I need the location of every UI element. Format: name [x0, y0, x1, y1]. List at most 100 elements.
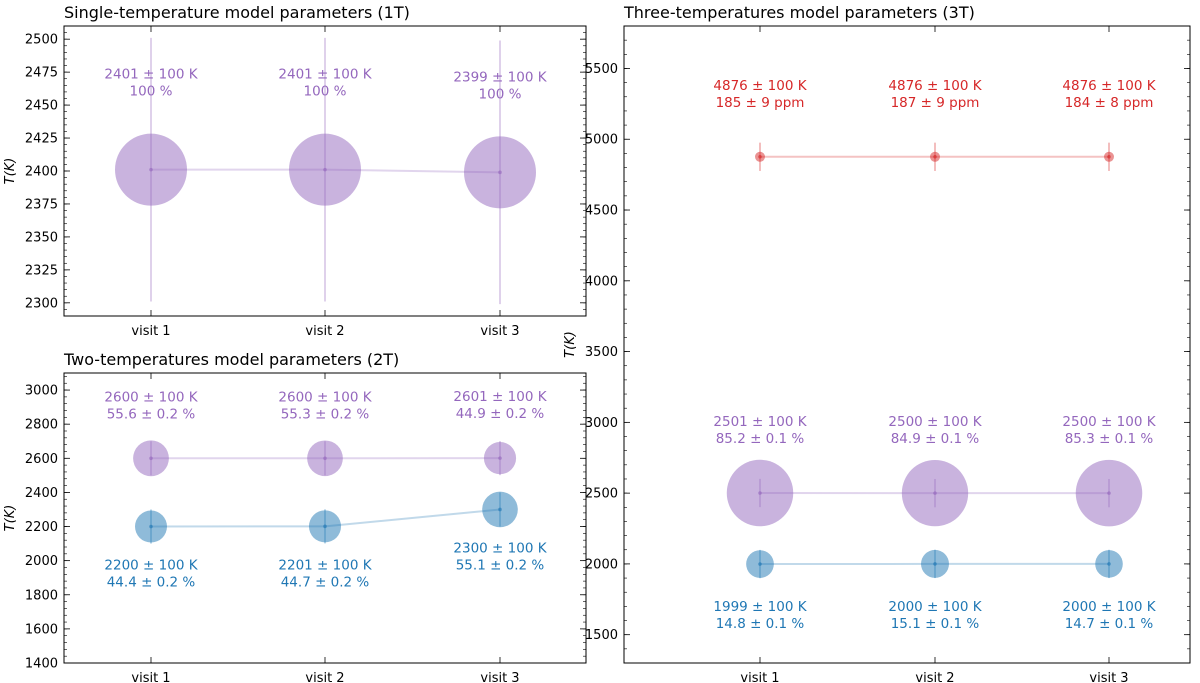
- data-label-temperature: 4876 ± 100 K: [1062, 78, 1156, 94]
- data-label-fraction: 14.8 ± 0.1 %: [716, 616, 805, 632]
- data-label-fraction: 55.6 ± 0.2 %: [107, 406, 196, 422]
- y-tick-label: 2475: [25, 66, 58, 81]
- y-axis-label: T(K): [3, 158, 18, 185]
- data-label-fraction: 85.3 ± 0.1 %: [1065, 431, 1154, 447]
- chart-title: Single-temperature model parameters (1T): [64, 3, 410, 22]
- x-tick-label: visit 2: [915, 671, 954, 683]
- plot-frame: [63, 25, 587, 317]
- y-tick-label: 1500: [585, 628, 618, 643]
- data-point-marker: [1107, 154, 1111, 159]
- data-label-fraction: 55.3 ± 0.2 %: [281, 406, 370, 422]
- data-label-temperature: 2201 ± 100 K: [278, 557, 372, 573]
- data-point-marker: [323, 167, 327, 172]
- y-tick-label: 2600: [25, 452, 58, 467]
- data-point-marker: [498, 507, 502, 512]
- y-tick-label: 5000: [585, 133, 618, 148]
- chart-panel-1T: Single-temperature model parameters (1T)…: [3, 3, 587, 339]
- data-label-fraction: 185 ± 9 ppm: [716, 95, 805, 111]
- x-tick-label: visit 1: [131, 324, 170, 339]
- data-point-marker: [758, 154, 762, 159]
- data-point-marker: [1107, 562, 1111, 566]
- y-tick-label: 1400: [25, 657, 58, 672]
- y-tick-label: 2425: [25, 132, 58, 147]
- x-tick-label: visit 3: [1089, 671, 1128, 683]
- x-tick-label: visit 1: [740, 671, 779, 683]
- data-label-temperature: 2200 ± 100 K: [104, 558, 198, 574]
- data-label-temperature: 2399 ± 100 K: [453, 69, 547, 85]
- data-label-temperature: 4876 ± 100 K: [713, 78, 807, 94]
- y-tick-label: 3000: [25, 384, 58, 399]
- chart-panel-2T: Two-temperatures model parameters (2T) 14…: [3, 350, 587, 683]
- x-tick-label: visit 1: [131, 671, 170, 683]
- data-point-marker: [933, 154, 937, 159]
- data-label-temperature: 2600 ± 100 K: [278, 389, 372, 405]
- x-tick-label: visit 2: [305, 671, 344, 683]
- data-label-temperature: 2401 ± 100 K: [278, 67, 372, 83]
- data-label-temperature: 1999 ± 100 K: [713, 599, 807, 615]
- y-axis-label: T(K): [563, 331, 578, 358]
- data-label-fraction: 187 ± 9 ppm: [891, 95, 980, 111]
- plot-frame: [63, 372, 587, 664]
- data-label-temperature: 2601 ± 100 K: [453, 389, 547, 405]
- series-hot-component: 2600 ± 100 K55.6 ± 0.2 %2600 ± 100 K55.3…: [104, 389, 548, 477]
- data-label-fraction: 44.4 ± 0.2 %: [107, 575, 196, 591]
- data-label-temperature: 2401 ± 100 K: [104, 67, 198, 83]
- data-label-temperature: 2000 ± 100 K: [888, 599, 982, 615]
- chart-panel-3T: Three-temperatures model parameters (3T)…: [563, 3, 1191, 683]
- data-point-marker: [149, 456, 153, 461]
- data-label-temperature: 2300 ± 100 K: [453, 540, 547, 556]
- y-tick-label: 2200: [25, 520, 58, 535]
- data-point-marker: [149, 167, 153, 172]
- data-label-temperature: 2501 ± 100 K: [713, 414, 807, 430]
- x-tick-label: visit 3: [480, 324, 519, 339]
- data-point-marker: [498, 170, 502, 175]
- plot-frame: [623, 25, 1191, 664]
- y-tick-label: 2000: [585, 557, 618, 572]
- y-tick-label: 3000: [585, 416, 618, 431]
- chart-title: Three-temperatures model parameters (3T): [623, 3, 975, 22]
- data-label-temperature: 4876 ± 100 K: [888, 78, 982, 94]
- data-label-fraction: 55.1 ± 0.2 %: [456, 557, 545, 573]
- data-label-fraction: 85.2 ± 0.1 %: [716, 431, 805, 447]
- series-photosphere-component: 2501 ± 100 K85.2 ± 0.1 %2500 ± 100 K84.9…: [713, 414, 1157, 527]
- data-point-marker: [323, 456, 327, 461]
- data-point-marker: [498, 456, 502, 460]
- data-point-marker: [758, 562, 762, 566]
- y-tick-label: 3500: [585, 345, 618, 360]
- data-label-fraction: 84.9 ± 0.1 %: [891, 431, 980, 447]
- y-tick-label: 2375: [25, 197, 58, 212]
- y-tick-label: 1600: [25, 622, 58, 637]
- y-tick-label: 2400: [25, 165, 58, 180]
- y-tick-label: 2500: [585, 487, 618, 502]
- data-point-marker: [1107, 491, 1111, 495]
- y-tick-label: 4000: [585, 274, 618, 289]
- data-point-marker: [149, 524, 153, 529]
- data-point-marker: [933, 562, 937, 566]
- y-tick-label: 4500: [585, 204, 618, 219]
- y-tick-label: 1800: [25, 588, 58, 603]
- data-point-marker: [758, 491, 762, 495]
- y-axis-label: T(K): [3, 505, 18, 532]
- y-tick-label: 2450: [25, 99, 58, 114]
- data-label-fraction: 184 ± 8 ppm: [1065, 95, 1154, 111]
- data-label-fraction: 100 %: [304, 84, 347, 100]
- data-label-temperature: 2500 ± 100 K: [888, 414, 982, 430]
- series-cool-component: 1999 ± 100 K14.8 ± 0.1 %2000 ± 100 K15.1…: [713, 549, 1157, 632]
- data-label-fraction: 44.9 ± 0.2 %: [456, 406, 545, 422]
- data-label-temperature: 2500 ± 100 K: [1062, 414, 1156, 430]
- data-label-fraction: 44.7 ± 0.2 %: [281, 574, 370, 590]
- chart-title: Two-temperatures model parameters (2T): [63, 350, 399, 369]
- y-tick-label: 2000: [25, 554, 58, 569]
- data-point-marker: [933, 491, 937, 495]
- data-label-fraction: 100 %: [130, 84, 173, 100]
- data-point-marker: [323, 524, 327, 529]
- y-tick-label: 2350: [25, 230, 58, 245]
- y-tick-label: 2400: [25, 486, 58, 501]
- x-tick-label: visit 3: [480, 671, 519, 683]
- y-tick-label: 2500: [25, 33, 58, 48]
- series-cool-component: 2200 ± 100 K44.4 ± 0.2 % 2201 ± 100 K44.7…: [104, 491, 548, 591]
- y-tick-label: 2325: [25, 263, 58, 278]
